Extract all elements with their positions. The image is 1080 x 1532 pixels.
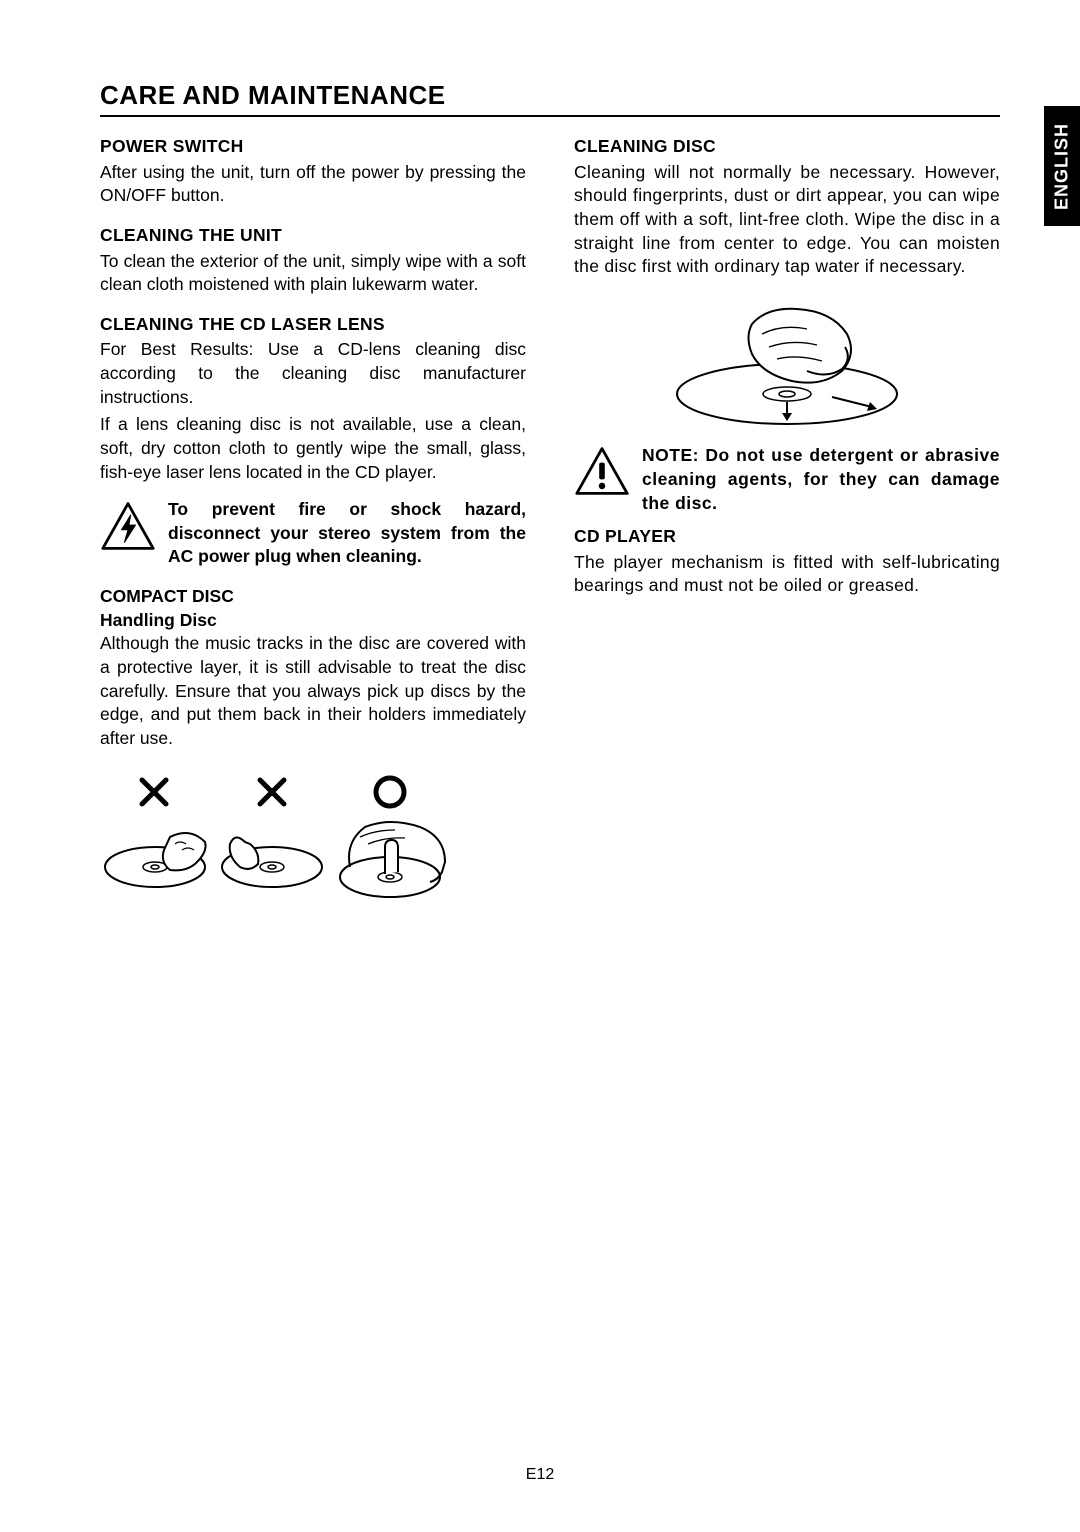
subheading-handling-disc: Handling Disc [100, 609, 526, 633]
heading-cleaning-lens: CLEANING THE CD LASER LENS [100, 313, 526, 337]
disc-handling-illustration [100, 772, 460, 922]
body-cleaning-lens-2: If a lens cleaning disc is not available… [100, 413, 526, 484]
note-row: NOTE: Do not use detergent or abrasive c… [574, 443, 1000, 515]
page-number: E12 [0, 1466, 1080, 1484]
heading-cd-player: CD PLAYER [574, 525, 1000, 549]
caution-icon [574, 443, 630, 499]
shock-hazard-icon [100, 498, 156, 554]
left-column: POWER SWITCH After using the unit, turn … [100, 135, 526, 929]
body-cd-player: The player mechanism is fitted with self… [574, 551, 1000, 598]
body-power-switch: After using the unit, turn off the power… [100, 161, 526, 208]
body-cleaning-lens-1: For Best Results: Use a CD-lens cleaning… [100, 338, 526, 409]
heading-power-switch: POWER SWITCH [100, 135, 526, 159]
note-text: NOTE: Do not use detergent or abrasive c… [642, 443, 1000, 515]
shock-warning-row: To prevent fire or shock hazard, disconn… [100, 498, 526, 569]
language-tab: ENGLISH [1044, 106, 1080, 226]
heading-cleaning-unit: CLEANING THE UNIT [100, 224, 526, 248]
manual-page: CARE AND MAINTENANCE POWER SWITCH After … [0, 0, 1080, 1532]
body-cleaning-disc: Cleaning will not normally be necessary.… [574, 161, 1000, 279]
body-cleaning-unit: To clean the exterior of the unit, simpl… [100, 250, 526, 297]
right-column: CLEANING DISC Cleaning will not normally… [574, 135, 1000, 929]
disc-wipe-illustration [657, 299, 917, 429]
body-handling-disc: Although the music tracks in the disc ar… [100, 632, 526, 750]
heading-cleaning-disc: CLEANING DISC [574, 135, 1000, 159]
shock-warning-text: To prevent fire or shock hazard, disconn… [168, 498, 526, 569]
content-columns: POWER SWITCH After using the unit, turn … [100, 135, 1000, 929]
main-heading: CARE AND MAINTENANCE [100, 80, 1000, 117]
heading-compact-disc: COMPACT DISC [100, 585, 526, 609]
